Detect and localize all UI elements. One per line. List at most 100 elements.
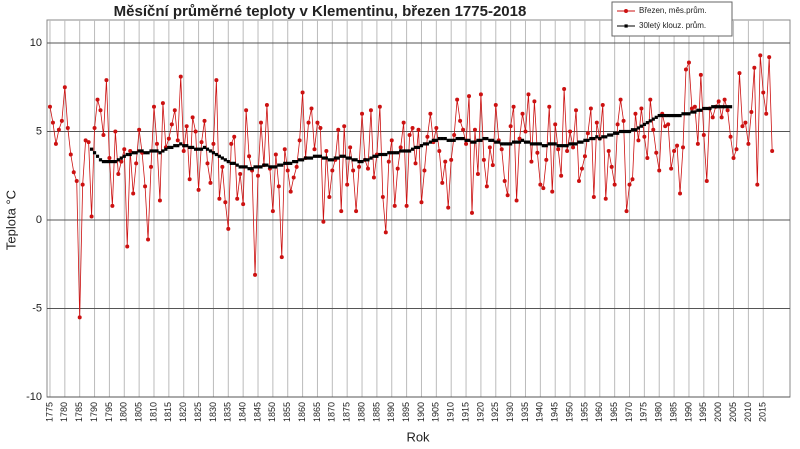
point (636, 126, 641, 130)
point (484, 184, 489, 189)
point (696, 108, 700, 112)
x-tick-label: 1975 (639, 402, 649, 422)
point (719, 115, 724, 120)
point (612, 182, 617, 187)
point (689, 106, 694, 111)
point (520, 138, 525, 142)
point (92, 151, 97, 155)
x-tick-label: 2010 (743, 402, 753, 422)
point (107, 156, 112, 161)
point (270, 209, 275, 214)
point (505, 193, 510, 198)
point (446, 205, 451, 210)
point (627, 182, 632, 187)
point (657, 113, 661, 118)
point (645, 121, 649, 125)
point (503, 142, 507, 146)
point (205, 161, 210, 166)
point (194, 147, 198, 151)
point (375, 154, 379, 158)
point (523, 129, 528, 134)
point (86, 140, 91, 145)
point (568, 129, 573, 134)
point (576, 179, 581, 184)
point (348, 145, 353, 150)
point (592, 136, 596, 141)
point (395, 166, 400, 171)
point (345, 182, 350, 187)
point (577, 140, 581, 144)
point (217, 196, 222, 201)
point (500, 142, 504, 146)
point (318, 154, 323, 158)
point (692, 104, 697, 109)
point (110, 159, 114, 164)
point (562, 144, 566, 148)
chart-title: Měsíční průměrné teploty v Klementinu, b… (114, 3, 527, 20)
x-tick-label: 1800 (119, 402, 129, 422)
point (485, 136, 489, 141)
point (431, 138, 435, 142)
point (734, 147, 739, 152)
x-tick-label: 1805 (134, 402, 144, 422)
x-tick-label: 1870 (327, 402, 337, 422)
x-tick-label: 1945 (550, 402, 560, 422)
point (184, 124, 189, 129)
point (143, 151, 147, 155)
point (321, 219, 326, 224)
point (639, 124, 643, 128)
point (553, 122, 558, 127)
point (306, 156, 311, 160)
point (413, 161, 418, 166)
point (449, 157, 454, 162)
legend-marker (624, 9, 628, 13)
point (312, 147, 317, 152)
point (639, 106, 644, 111)
point (244, 165, 248, 169)
point (365, 166, 370, 171)
point (714, 105, 718, 109)
point (277, 163, 281, 167)
point (131, 191, 136, 196)
point (434, 138, 438, 142)
point (711, 105, 715, 109)
point (360, 159, 364, 164)
point (380, 194, 385, 199)
point (336, 156, 340, 160)
point (681, 145, 686, 150)
point (583, 138, 587, 142)
point (179, 142, 183, 146)
point (752, 65, 757, 70)
point (330, 168, 335, 173)
point (559, 173, 564, 178)
point (143, 184, 148, 189)
point (556, 144, 560, 148)
point (425, 134, 430, 139)
point (285, 168, 290, 173)
y-tick-label: 0 (36, 214, 42, 226)
point (151, 104, 156, 109)
point (568, 142, 572, 146)
point (621, 118, 626, 123)
point (399, 149, 403, 153)
point (152, 149, 156, 153)
legend-label: Březen, měs.prům. (639, 6, 707, 15)
point (298, 158, 302, 162)
point (624, 209, 629, 214)
point (526, 140, 531, 144)
point (53, 141, 58, 146)
point (699, 108, 703, 112)
x-tick-label: 1950 (564, 402, 574, 422)
point (723, 105, 727, 109)
point (481, 157, 486, 162)
point (740, 124, 745, 129)
point (509, 142, 513, 146)
point (410, 147, 415, 151)
point (232, 161, 236, 165)
point (514, 198, 519, 203)
point (428, 111, 433, 116)
point (559, 144, 563, 148)
point (381, 152, 385, 157)
point (610, 133, 614, 137)
x-axis-label: Rok (406, 429, 430, 444)
